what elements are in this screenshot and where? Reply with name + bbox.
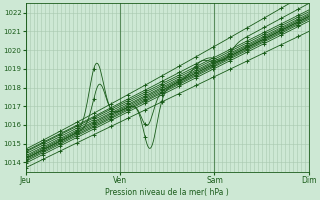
- X-axis label: Pression niveau de la mer( hPa ): Pression niveau de la mer( hPa ): [105, 188, 229, 197]
